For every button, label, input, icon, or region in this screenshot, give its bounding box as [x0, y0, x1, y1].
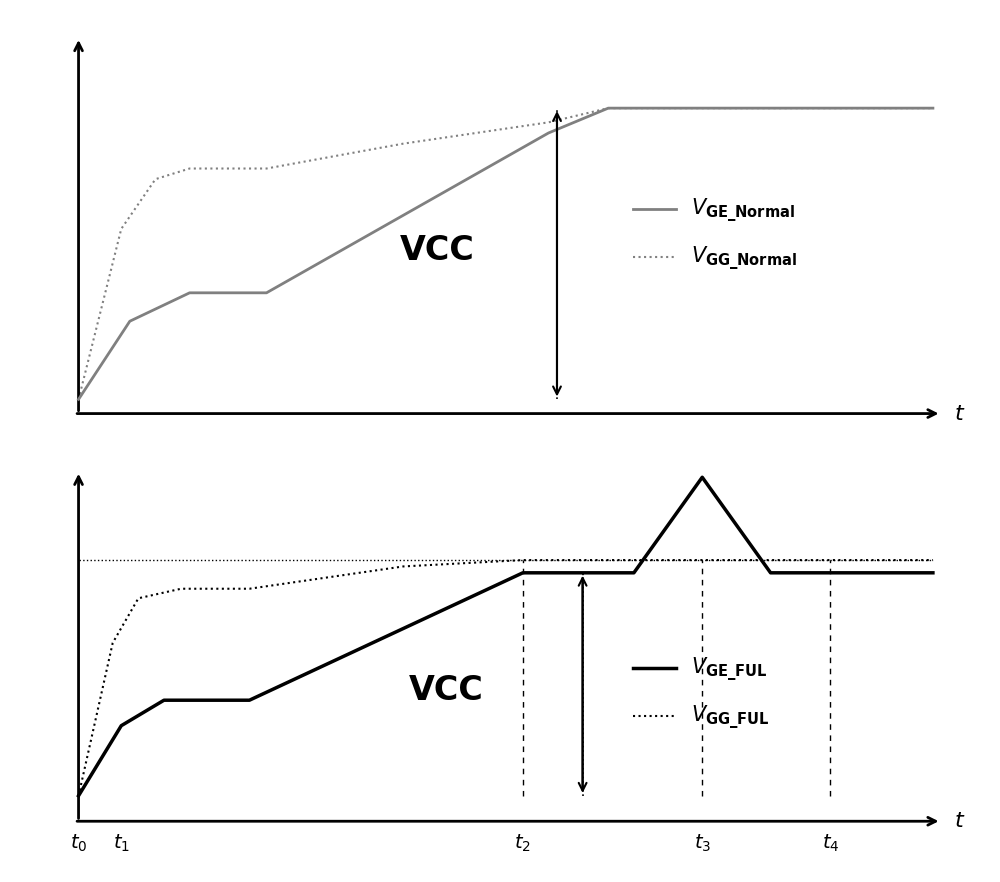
- Text: $t_0$: $t_0$: [70, 833, 87, 854]
- Text: VCC: VCC: [408, 674, 483, 707]
- Legend: $V_{\mathbf{GE\_FUL}}$, $V_{\mathbf{GG\_FUL}}$: $V_{\mathbf{GE\_FUL}}$, $V_{\mathbf{GG\_…: [625, 648, 778, 740]
- Text: $t_1$: $t_1$: [113, 833, 130, 854]
- Legend: $V_{\mathbf{GE\_Normal}}$, $V_{\mathbf{GG\_Normal}}$: $V_{\mathbf{GE\_Normal}}$, $V_{\mathbf{G…: [625, 190, 805, 280]
- Text: $t_3$: $t_3$: [694, 833, 711, 854]
- Text: $t_4$: $t_4$: [822, 833, 839, 854]
- Text: $t_2$: $t_2$: [514, 833, 531, 854]
- Text: VCC: VCC: [400, 234, 475, 266]
- Text: $t$: $t$: [954, 404, 966, 423]
- Text: $t$: $t$: [954, 811, 966, 831]
